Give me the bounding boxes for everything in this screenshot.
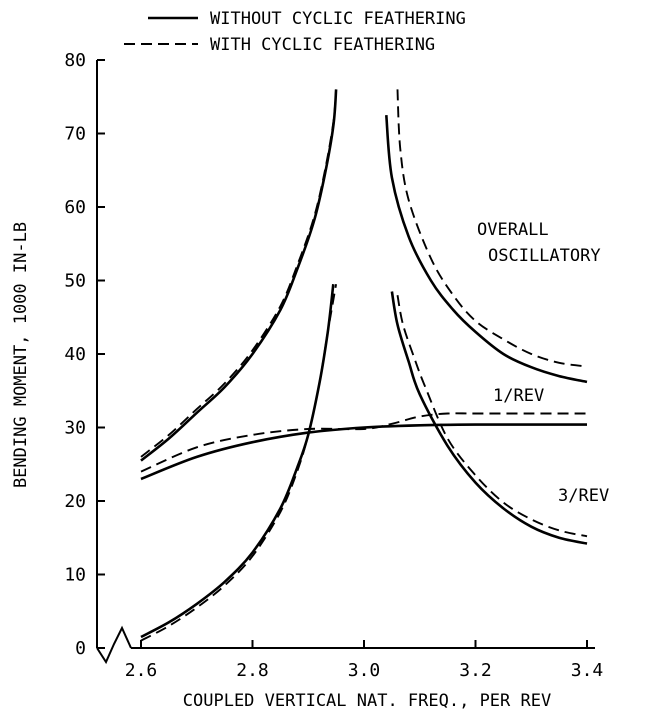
curve-overall-solid-right (385, 114, 588, 384)
x-tick-label: 3.4 (571, 660, 604, 681)
curve-overall-solid-left (140, 89, 338, 462)
legend: WITHOUT CYCLIC FEATHERING WITH CYCLIC FE… (124, 9, 466, 55)
x-tick-label: 2.8 (236, 660, 269, 681)
y-tick-label: 10 (64, 565, 86, 586)
annotation-overall: OVERALL (477, 220, 549, 240)
curve-3-rev-dashed-right (396, 295, 588, 538)
curve-1-rev-dashed (140, 412, 587, 473)
legend-label-solid: WITHOUT CYCLIC FEATHERING (210, 9, 466, 29)
y-tick-label: 40 (64, 344, 86, 365)
annotation-oscillatory: OSCILLATORY (488, 246, 601, 266)
x-tick-label: 3.2 (459, 660, 492, 681)
curves (140, 89, 588, 642)
curve-1-rev-solid (140, 423, 587, 481)
x-axis-label: COUPLED VERTICAL NAT. FREQ., PER REV (183, 691, 551, 711)
y-tick-label: 30 (64, 418, 86, 439)
x-tick-label: 2.6 (125, 660, 158, 681)
curve-3-rev-dashed-left (140, 284, 338, 642)
y-tick-label: 50 (64, 271, 86, 292)
curve-3-rev-solid-left (140, 284, 335, 639)
axis-break-mark (96, 625, 132, 665)
y-ticks: 0 10 20 30 40 50 60 70 80 (64, 50, 105, 659)
axes (96, 60, 595, 665)
curve-overall-dashed-left (140, 89, 338, 458)
x-tick-label: 3.0 (348, 660, 381, 681)
x-ticks: 2.6 2.8 3.0 3.2 3.4 (125, 640, 604, 681)
y-axis-label: BENDING MOMENT, 1000 IN-LB (11, 222, 31, 488)
y-tick-label: 80 (64, 50, 86, 71)
y-tick-label: 70 (64, 124, 86, 145)
curve-3-rev-solid-right (390, 291, 588, 545)
curve-overall-dashed-right (396, 89, 588, 368)
legend-label-dashed: WITH CYCLIC FEATHERING (210, 35, 435, 55)
y-tick-label: 0 (75, 638, 86, 659)
annotation-1rev: 1/REV (493, 386, 544, 406)
y-tick-label: 60 (64, 197, 86, 218)
annotation-3rev: 3/REV (558, 486, 609, 506)
y-tick-label: 20 (64, 491, 86, 512)
